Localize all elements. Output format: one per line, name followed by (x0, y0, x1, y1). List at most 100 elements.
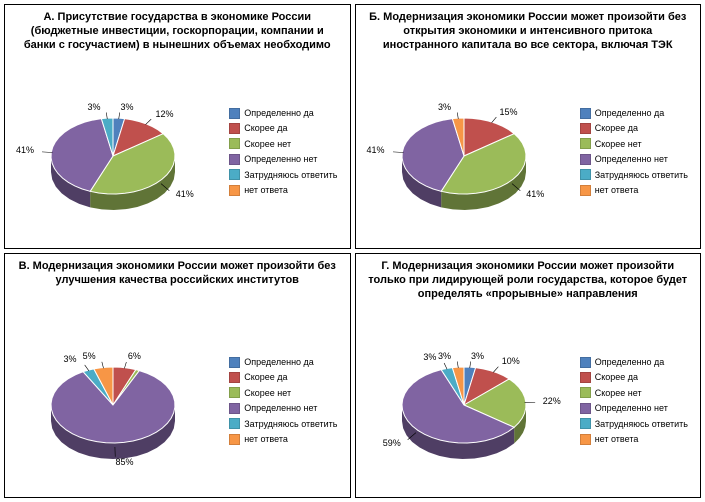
legend-label: Скорее нет (244, 137, 291, 151)
legend-swatch (229, 403, 240, 414)
legend-item: Затрудняюсь ответить (229, 168, 337, 182)
legend-swatch (229, 357, 240, 368)
legend-item: Скорее нет (229, 137, 337, 151)
legend-label: Затрудняюсь ответить (595, 168, 688, 182)
legend-a: Определенно даСкорее да Скорее нетОпредел… (229, 106, 337, 198)
legend-swatch (229, 372, 240, 383)
legend-item: Скорее нет (580, 386, 688, 400)
pie-pct-label: 3% (438, 102, 451, 112)
legend-swatch (580, 403, 591, 414)
legend-label: Скорее нет (244, 386, 291, 400)
legend-swatch (580, 123, 591, 134)
pie-pct-label: 41% (526, 189, 544, 199)
legend-b: Определенно даСкорее да Скорее нетОпредел… (580, 106, 688, 198)
legend-label: Скорее нет (595, 137, 642, 151)
legend-swatch (229, 138, 240, 149)
legend-swatch (229, 108, 240, 119)
pie-pct-label: 3% (471, 351, 484, 361)
pie-pct-label: 5% (83, 351, 96, 361)
pie-pct-label: 41% (16, 145, 34, 155)
legend-swatch (229, 154, 240, 165)
legend-swatch (580, 418, 591, 429)
legend-label: нет ответа (244, 432, 288, 446)
legend-item: Затрудняюсь ответить (580, 168, 688, 182)
legend-item: Определенно нет (229, 152, 337, 166)
legend-label: Скорее нет (595, 386, 642, 400)
legend-swatch (580, 434, 591, 445)
legend-c: Определенно даСкорее да Скорее нетОпредел… (229, 355, 337, 447)
legend-item: Определенно да (580, 355, 688, 369)
panel-title: Г. Модернизация экономики России может п… (368, 260, 688, 301)
pie-pct-label: 22% (543, 396, 561, 406)
pie-pct-label: 3% (120, 102, 133, 112)
legend-item: нет ответа (229, 183, 337, 197)
chart-area-a: 3%12%41%41%3% Определенно даСкорее даСко… (13, 88, 342, 238)
panel-a: А. Присутствие государства в экономике Р… (4, 4, 351, 249)
pie-pct-label: 3% (88, 102, 101, 112)
legend-label: Определенно да (595, 106, 665, 120)
legend-label: Скорее да (595, 121, 638, 135)
legend-item: Скорее нет (580, 137, 688, 151)
legend-label: Определенно нет (244, 401, 317, 415)
legend-label: Определенно да (244, 106, 314, 120)
legend-item: Определенно да (229, 106, 337, 120)
legend-label: нет ответа (595, 432, 639, 446)
legend-item: Скорее нет (229, 386, 337, 400)
legend-item: Скорее да (580, 121, 688, 135)
pie-a: 3%12%41%41%3% (33, 98, 193, 228)
legend-swatch (580, 357, 591, 368)
legend-label: Скорее да (595, 370, 638, 384)
legend-swatch (229, 169, 240, 180)
pie-b: 15%41%41%3% (384, 98, 544, 228)
panel-b: Б. Модернизация экономики России может п… (355, 4, 702, 249)
legend-item: Скорее да (229, 121, 337, 135)
chart-area-b: 15%41%41%3% Определенно даСкорее даСкоре… (364, 88, 693, 238)
legend-item: Затрудняюсь ответить (229, 417, 337, 431)
panel-title: В. Модернизация экономики России может п… (17, 260, 337, 288)
legend-item: нет ответа (580, 183, 688, 197)
legend-label: Затрудняюсь ответить (595, 417, 688, 431)
legend-swatch (580, 154, 591, 165)
legend-item: Скорее да (580, 370, 688, 384)
panel-d: Г. Модернизация экономики России может п… (355, 253, 702, 498)
legend-item: Определенно да (580, 106, 688, 120)
legend-label: Определенно нет (244, 152, 317, 166)
legend-item: Определенно да (229, 355, 337, 369)
pie-pct-label: 3% (423, 352, 436, 362)
legend-swatch (229, 185, 240, 196)
legend-item: Скорее да (229, 370, 337, 384)
legend-label: Затрудняюсь ответить (244, 168, 337, 182)
panel-title: Б. Модернизация экономики России может п… (368, 11, 688, 52)
pie-c: 6% 85% 3% 5% (33, 347, 193, 477)
pie-pct-label: 85% (115, 457, 133, 467)
pie-pct-label: 41% (367, 145, 385, 155)
legend-swatch (580, 387, 591, 398)
legend-swatch (229, 123, 240, 134)
legend-label: нет ответа (595, 183, 639, 197)
chart-area-d: 3%10%22%59%3%3% Определенно даСкорее даС… (364, 337, 693, 487)
legend-label: Скорее да (244, 370, 287, 384)
legend-swatch (229, 418, 240, 429)
legend-swatch (580, 108, 591, 119)
pie-pct-label: 10% (502, 356, 520, 366)
legend-item: Определенно нет (580, 152, 688, 166)
legend-label: Определенно нет (595, 401, 668, 415)
pie-pct-label: 59% (383, 438, 401, 448)
legend-label: Определенно нет (595, 152, 668, 166)
legend-label: Определенно да (244, 355, 314, 369)
chart-grid: А. Присутствие государства в экономике Р… (4, 4, 701, 498)
pie-pct-label: 3% (63, 354, 76, 364)
legend-swatch (580, 372, 591, 383)
legend-item: нет ответа (580, 432, 688, 446)
legend-label: Скорее да (244, 121, 287, 135)
pie-pct-label: 12% (156, 109, 174, 119)
legend-swatch (580, 138, 591, 149)
legend-d: Определенно даСкорее да Скорее нетОпредел… (580, 355, 688, 447)
legend-item: Определенно нет (580, 401, 688, 415)
legend-label: Определенно да (595, 355, 665, 369)
legend-label: нет ответа (244, 183, 288, 197)
legend-label: Затрудняюсь ответить (244, 417, 337, 431)
legend-swatch (229, 387, 240, 398)
panel-c: В. Модернизация экономики России может п… (4, 253, 351, 498)
pie-pct-label: 6% (128, 351, 141, 361)
